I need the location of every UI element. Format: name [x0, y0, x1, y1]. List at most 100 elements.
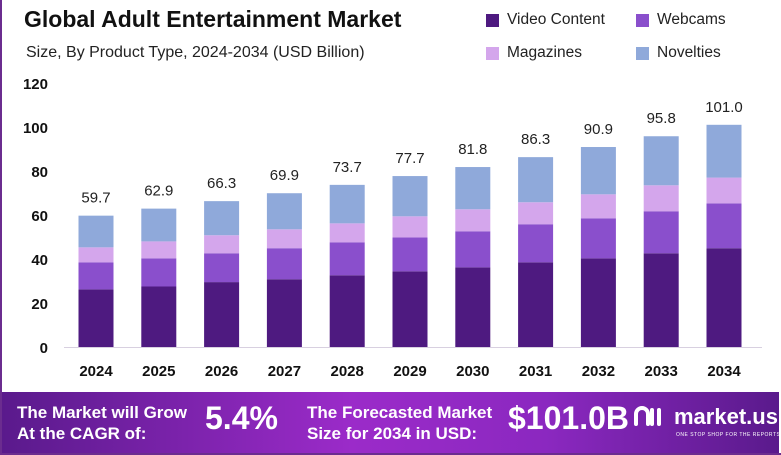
- legend-label: Novelties: [657, 44, 721, 61]
- bar-segment-video-content: [392, 271, 428, 347]
- total-label: 73.7: [333, 159, 362, 176]
- legend-novelties: Novelties: [636, 44, 721, 62]
- forecast-label-line: Size for 2034 in USD:: [307, 424, 478, 443]
- y-tick-label: 20: [31, 296, 48, 313]
- total-label: 95.8: [647, 110, 676, 127]
- bar-segment-magazines: [392, 216, 428, 238]
- y-tick-label: 60: [31, 208, 48, 225]
- bar-segment-magazines: [329, 223, 365, 243]
- bar-segment-webcams: [643, 211, 679, 254]
- legend-swatch: [486, 13, 499, 27]
- forecast-value: $101.0B: [508, 400, 629, 436]
- bar-segment-novelties: [78, 215, 114, 248]
- cagr-label: The Market will Grow At the CAGR of:: [17, 402, 187, 444]
- total-label: 59.7: [81, 190, 110, 207]
- forecast-label: The Forecasted Market Size for 2034 in US…: [307, 402, 492, 444]
- y-tick-label: 40: [31, 252, 48, 269]
- legend-swatch: [636, 13, 649, 27]
- summary-banner: The Market will Grow At the CAGR of: 5.4%…: [2, 392, 780, 453]
- y-tick-label: 80: [31, 164, 48, 181]
- x-tick-label: 2027: [268, 363, 301, 380]
- total-label: 77.7: [395, 150, 424, 167]
- bar-segment-novelties: [392, 176, 428, 217]
- x-tick-label: 2028: [331, 363, 364, 380]
- bar-segment-magazines: [266, 229, 302, 249]
- x-tick-label: 2033: [645, 363, 678, 380]
- bar-segment-magazines: [78, 247, 114, 263]
- total-label: 69.9: [270, 167, 299, 184]
- total-label: 62.9: [144, 183, 173, 200]
- bar-segment-novelties: [518, 157, 554, 203]
- bar-segment-novelties: [204, 201, 240, 236]
- total-label: 66.3: [207, 175, 236, 192]
- cagr-label-line: At the CAGR of:: [17, 424, 147, 443]
- legend-magazines: Magazines: [486, 44, 582, 62]
- bar-segment-magazines: [204, 235, 240, 254]
- total-label: 90.9: [584, 121, 613, 138]
- bar-segment-video-content: [643, 253, 679, 347]
- bar-segment-magazines: [580, 194, 616, 219]
- bar-segment-magazines: [706, 177, 742, 204]
- x-tick-label: 2024: [79, 363, 113, 380]
- bar-segment-video-content: [518, 262, 554, 347]
- bar-segment-webcams: [78, 262, 114, 290]
- bar-segment-magazines: [455, 209, 491, 232]
- bar-segment-webcams: [706, 203, 742, 249]
- x-tick-label: 2030: [456, 363, 489, 380]
- y-tick-label: 100: [23, 120, 48, 137]
- legend-label: Video Content: [507, 11, 605, 28]
- bar-segment-video-content: [141, 286, 177, 347]
- chart-subtitle: Size, By Product Type, 2024-2034 (USD Bi…: [26, 44, 365, 61]
- bar-segment-video-content: [78, 289, 114, 347]
- bar-segment-webcams: [141, 258, 177, 287]
- bar-segment-novelties: [580, 147, 616, 195]
- logo-name: market.us: [674, 404, 778, 429]
- market-us-logo: market.us ONE STOP SHOP FOR THE REPORTS: [632, 404, 780, 438]
- bar-segment-webcams: [204, 253, 240, 283]
- legend-swatch: [486, 46, 499, 60]
- x-tick-label: 2034: [707, 363, 741, 380]
- legend-label: Webcams: [657, 11, 726, 28]
- y-tick-label: 0: [40, 340, 48, 357]
- bar-segment-novelties: [706, 124, 742, 178]
- bar-segment-webcams: [392, 237, 428, 272]
- bar-segment-webcams: [329, 242, 365, 276]
- legend-video-content: Video Content: [486, 11, 605, 29]
- total-label: 101.0: [705, 99, 743, 116]
- logo-tagline: ONE STOP SHOP FOR THE REPORTS: [676, 432, 781, 438]
- bar-segment-video-content: [706, 248, 742, 347]
- bar-segment-video-content: [204, 282, 240, 347]
- bar-segment-magazines: [643, 185, 679, 212]
- forecast-label-line: The Forecasted Market: [307, 403, 493, 422]
- cagr-label-line: The Market will Grow: [17, 403, 188, 422]
- bar-segment-novelties: [643, 136, 679, 186]
- legend-label: Magazines: [507, 44, 582, 61]
- total-label: 81.8: [458, 141, 487, 158]
- bar-segment-video-content: [329, 275, 365, 347]
- bar-segment-magazines: [141, 241, 177, 259]
- y-tick-label: 120: [23, 76, 48, 93]
- bar-segment-webcams: [266, 248, 302, 280]
- bar-segment-video-content: [266, 279, 302, 347]
- x-tick-label: 2025: [142, 363, 175, 380]
- bar-segment-webcams: [455, 231, 491, 268]
- bar-segment-magazines: [518, 202, 554, 225]
- bar-segment-novelties: [141, 208, 177, 242]
- legend-swatch: [636, 46, 649, 60]
- x-tick-label: 2026: [205, 363, 238, 380]
- bar-segment-video-content: [455, 267, 491, 347]
- bar-segment-video-content: [580, 258, 616, 347]
- chart-title: Global Adult Entertainment Market: [24, 6, 402, 32]
- bar-segment-novelties: [329, 184, 365, 224]
- bar-segment-webcams: [518, 224, 554, 263]
- chart-plot: 0 20 40 60 80 100 120 59.7 2024 62.9 2025 66.3 2026 6…: [23, 76, 762, 380]
- total-label: 86.3: [521, 131, 550, 148]
- bar-segment-novelties: [266, 193, 302, 230]
- bar-segment-webcams: [580, 218, 616, 259]
- logo-icon: [634, 406, 661, 426]
- x-tick-label: 2029: [393, 363, 426, 380]
- x-tick-label: 2032: [582, 363, 615, 380]
- bar-segment-novelties: [455, 167, 491, 210]
- legend-webcams: Webcams: [636, 11, 726, 29]
